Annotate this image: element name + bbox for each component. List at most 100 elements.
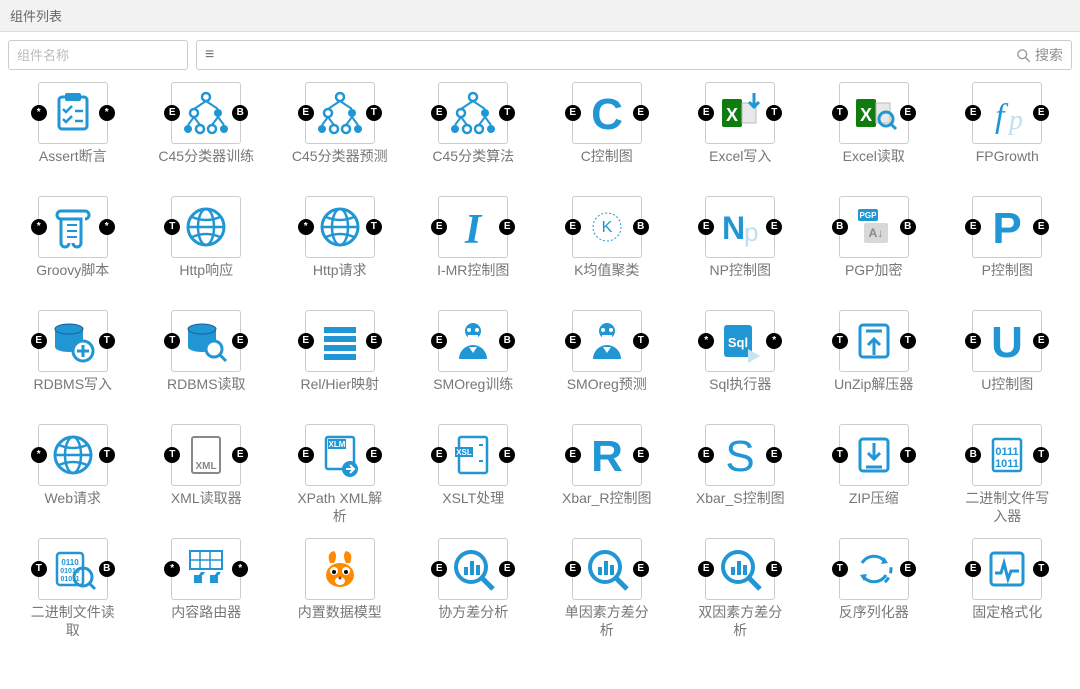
component-tile[interactable]: 01111011BT bbox=[972, 424, 1042, 486]
port-right[interactable]: B bbox=[499, 333, 515, 349]
port-left[interactable]: E bbox=[431, 561, 447, 577]
port-left[interactable]: E bbox=[298, 333, 314, 349]
port-right[interactable]: T bbox=[766, 105, 782, 121]
component-tile[interactable]: EE bbox=[305, 310, 375, 372]
port-left[interactable]: * bbox=[698, 333, 714, 349]
port-left[interactable]: E bbox=[431, 105, 447, 121]
port-right[interactable]: E bbox=[766, 561, 782, 577]
port-right[interactable]: E bbox=[366, 333, 382, 349]
component-tile[interactable]: EE bbox=[572, 538, 642, 600]
port-right[interactable]: T bbox=[1033, 447, 1049, 463]
port-left[interactable]: E bbox=[698, 219, 714, 235]
port-left[interactable]: T bbox=[164, 447, 180, 463]
port-right[interactable]: E bbox=[900, 105, 916, 121]
port-left[interactable]: E bbox=[965, 561, 981, 577]
port-left[interactable]: E bbox=[965, 219, 981, 235]
component-tile[interactable]: EE bbox=[705, 538, 775, 600]
component-tile[interactable]: T bbox=[171, 196, 241, 258]
port-left[interactable]: B bbox=[832, 219, 848, 235]
component-tile[interactable]: NpEE bbox=[705, 196, 775, 258]
port-left[interactable]: T bbox=[164, 219, 180, 235]
port-left[interactable]: * bbox=[31, 447, 47, 463]
component-tile[interactable]: XTE bbox=[839, 82, 909, 144]
component-tile[interactable]: Sql** bbox=[705, 310, 775, 372]
port-right[interactable]: T bbox=[99, 447, 115, 463]
port-right[interactable]: B bbox=[900, 219, 916, 235]
component-tile[interactable]: REE bbox=[572, 424, 642, 486]
port-right[interactable]: E bbox=[499, 561, 515, 577]
component-tile[interactable]: ** bbox=[38, 196, 108, 258]
search-button[interactable]: 搜索 bbox=[1008, 45, 1063, 65]
port-right[interactable]: T bbox=[499, 105, 515, 121]
port-left[interactable]: T bbox=[31, 561, 47, 577]
port-right[interactable]: B bbox=[232, 105, 248, 121]
component-tile[interactable]: XSLEE bbox=[438, 424, 508, 486]
component-tile[interactable]: fpEE bbox=[972, 82, 1042, 144]
port-right[interactable]: T bbox=[99, 333, 115, 349]
port-right[interactable]: T bbox=[1033, 561, 1049, 577]
port-left[interactable]: E bbox=[965, 333, 981, 349]
component-tile[interactable]: PGPA↓BB bbox=[839, 196, 909, 258]
port-left[interactable]: * bbox=[31, 219, 47, 235]
component-tile[interactable]: ET bbox=[305, 82, 375, 144]
filter-icon[interactable]: ≡ bbox=[205, 46, 214, 64]
port-left[interactable]: E bbox=[431, 447, 447, 463]
port-left[interactable]: E bbox=[298, 447, 314, 463]
port-left[interactable]: E bbox=[698, 447, 714, 463]
port-left[interactable]: E bbox=[298, 105, 314, 121]
component-tile[interactable]: CEE bbox=[572, 82, 642, 144]
port-right[interactable]: E bbox=[1033, 219, 1049, 235]
port-right[interactable]: * bbox=[99, 219, 115, 235]
port-left[interactable]: E bbox=[164, 105, 180, 121]
port-right[interactable]: T bbox=[366, 105, 382, 121]
component-tile[interactable]: ** bbox=[171, 538, 241, 600]
search-bar[interactable]: ≡ 搜索 bbox=[196, 40, 1072, 70]
component-tile[interactable] bbox=[305, 538, 375, 600]
port-right[interactable]: E bbox=[633, 561, 649, 577]
component-tile[interactable]: UEE bbox=[972, 310, 1042, 372]
port-left[interactable]: T bbox=[832, 561, 848, 577]
port-right[interactable]: T bbox=[633, 333, 649, 349]
port-right[interactable]: T bbox=[900, 447, 916, 463]
component-tile[interactable]: TT bbox=[839, 424, 909, 486]
port-right[interactable]: E bbox=[633, 105, 649, 121]
component-tile[interactable]: EB bbox=[438, 310, 508, 372]
port-left[interactable]: B bbox=[965, 447, 981, 463]
port-right[interactable]: B bbox=[99, 561, 115, 577]
component-tile[interactable]: IEE bbox=[438, 196, 508, 258]
port-left[interactable]: E bbox=[698, 561, 714, 577]
port-left[interactable]: T bbox=[164, 333, 180, 349]
component-tile[interactable]: XLMEE bbox=[305, 424, 375, 486]
component-tile[interactable]: KEB bbox=[572, 196, 642, 258]
port-right[interactable]: E bbox=[633, 447, 649, 463]
port-left[interactable]: E bbox=[565, 561, 581, 577]
port-right[interactable]: T bbox=[366, 219, 382, 235]
port-right[interactable]: * bbox=[766, 333, 782, 349]
component-tile[interactable]: XET bbox=[705, 82, 775, 144]
port-left[interactable]: E bbox=[31, 333, 47, 349]
port-left[interactable]: E bbox=[698, 105, 714, 121]
component-tile[interactable]: EB bbox=[171, 82, 241, 144]
port-left[interactable]: E bbox=[565, 447, 581, 463]
port-left[interactable]: E bbox=[431, 333, 447, 349]
component-tile[interactable]: ET bbox=[972, 538, 1042, 600]
component-tile[interactable]: *T bbox=[305, 196, 375, 258]
component-tile[interactable]: ET bbox=[438, 82, 508, 144]
component-tile[interactable]: TE bbox=[839, 538, 909, 600]
port-right[interactable]: E bbox=[1033, 333, 1049, 349]
port-right[interactable]: E bbox=[232, 333, 248, 349]
component-tile[interactable]: ** bbox=[38, 82, 108, 144]
component-tile[interactable]: *T bbox=[38, 424, 108, 486]
port-right[interactable]: * bbox=[99, 105, 115, 121]
port-right[interactable]: E bbox=[1033, 105, 1049, 121]
port-left[interactable]: E bbox=[565, 333, 581, 349]
component-tile[interactable]: ET bbox=[38, 310, 108, 372]
port-right[interactable]: B bbox=[633, 219, 649, 235]
port-right[interactable]: E bbox=[499, 219, 515, 235]
component-tile[interactable]: TE bbox=[171, 310, 241, 372]
port-right[interactable]: E bbox=[766, 447, 782, 463]
component-name-input[interactable] bbox=[8, 40, 188, 70]
port-right[interactable]: E bbox=[499, 447, 515, 463]
component-tile[interactable]: EE bbox=[438, 538, 508, 600]
port-left[interactable]: * bbox=[31, 105, 47, 121]
